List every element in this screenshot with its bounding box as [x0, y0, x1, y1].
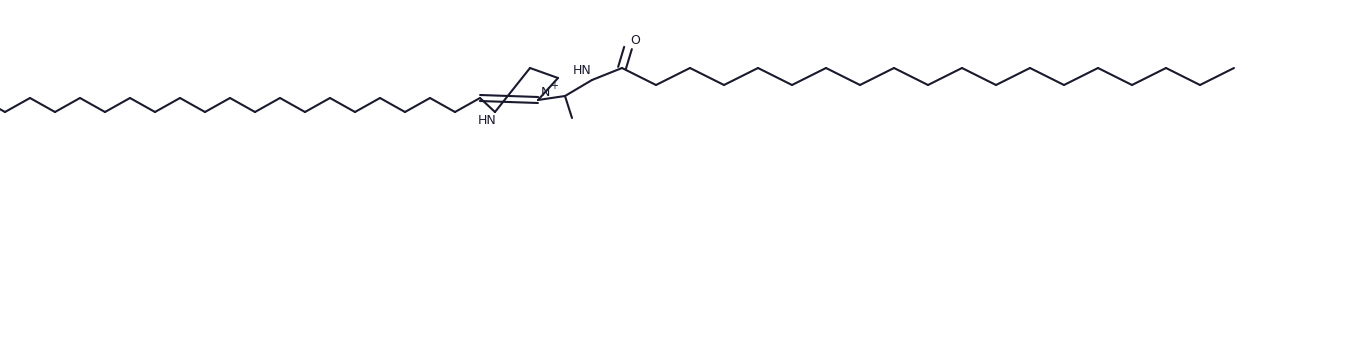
Text: HN: HN: [573, 64, 592, 77]
Text: O: O: [630, 35, 640, 48]
Text: N: N: [540, 86, 550, 100]
Text: HN: HN: [478, 114, 497, 126]
Text: +: +: [550, 81, 558, 91]
